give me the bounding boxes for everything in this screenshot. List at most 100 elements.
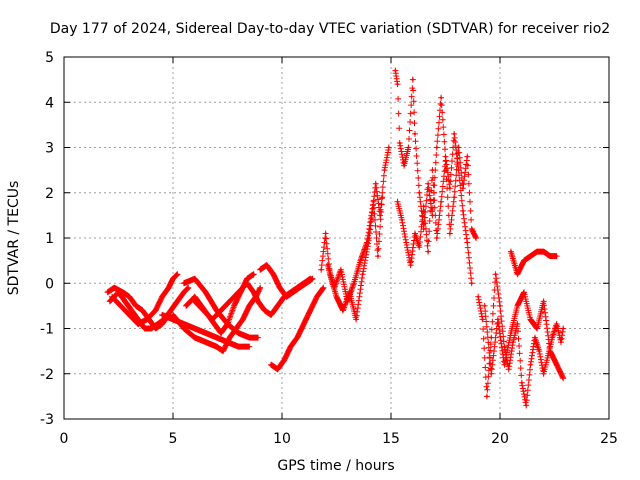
data-point bbox=[326, 263, 329, 267]
data-point bbox=[184, 304, 188, 308]
series-s14 bbox=[394, 144, 479, 269]
x-tick-label: 15 bbox=[382, 431, 400, 447]
data-point bbox=[381, 196, 384, 199]
data-point bbox=[542, 300, 545, 303]
data-point bbox=[160, 295, 164, 299]
data-point bbox=[193, 295, 196, 299]
data-point bbox=[516, 322, 519, 326]
series-markers bbox=[268, 284, 327, 373]
data-point bbox=[269, 363, 273, 366]
chart-title: Day 177 of 2024, Sidereal Day-to-day VTE… bbox=[50, 21, 610, 37]
data-point bbox=[546, 354, 550, 357]
data-point bbox=[256, 336, 260, 339]
data-point bbox=[453, 132, 456, 136]
series-markers bbox=[257, 262, 316, 300]
data-point bbox=[228, 300, 231, 303]
data-point bbox=[145, 318, 149, 321]
data-point bbox=[285, 295, 288, 299]
data-point bbox=[176, 300, 179, 303]
data-point bbox=[490, 372, 493, 375]
data-point bbox=[193, 336, 196, 339]
data-point bbox=[252, 291, 255, 294]
data-point bbox=[529, 363, 532, 366]
data-point bbox=[259, 286, 262, 289]
data-point bbox=[339, 268, 343, 271]
data-point bbox=[503, 363, 506, 366]
data-point bbox=[167, 286, 170, 289]
data-point bbox=[365, 241, 369, 244]
data-point bbox=[237, 331, 240, 335]
series-markers bbox=[507, 248, 560, 278]
data-point bbox=[256, 300, 260, 303]
data-point bbox=[219, 331, 223, 335]
data-point bbox=[538, 349, 541, 353]
data-point bbox=[426, 250, 430, 253]
data-point bbox=[245, 282, 249, 285]
data-point bbox=[474, 236, 478, 240]
data-point bbox=[413, 232, 417, 235]
grid-lines bbox=[64, 57, 609, 419]
y-axis-label: SDTVAR / TECUs bbox=[6, 181, 22, 296]
data-point bbox=[352, 282, 356, 285]
data-point bbox=[448, 232, 452, 235]
data-point bbox=[248, 304, 251, 308]
data-point bbox=[108, 300, 111, 303]
data-point bbox=[494, 273, 497, 276]
data-point bbox=[335, 295, 338, 299]
data-point bbox=[470, 282, 473, 285]
data-point bbox=[400, 218, 404, 222]
data-point bbox=[182, 291, 186, 294]
data-point bbox=[481, 318, 484, 321]
series-markers bbox=[392, 67, 475, 287]
data-point bbox=[302, 322, 305, 326]
y-tick-label: -2 bbox=[40, 367, 54, 383]
data-point bbox=[542, 372, 545, 375]
data-point bbox=[291, 291, 295, 294]
data-point bbox=[123, 300, 127, 303]
data-point bbox=[372, 200, 375, 203]
data-point bbox=[402, 164, 406, 167]
data-point bbox=[396, 200, 399, 203]
y-tick-label: 2 bbox=[45, 186, 54, 202]
data-point bbox=[282, 358, 286, 362]
data-point bbox=[141, 309, 144, 312]
data-point bbox=[215, 336, 218, 339]
data-point bbox=[559, 340, 563, 344]
data-point bbox=[516, 304, 519, 308]
x-axis-ticks: 0 5 10 15 20 25 bbox=[60, 57, 618, 447]
series-s3 bbox=[109, 271, 181, 327]
data-point bbox=[466, 155, 469, 158]
data-point bbox=[211, 318, 214, 321]
data-point bbox=[187, 286, 190, 289]
data-point bbox=[320, 268, 323, 271]
data-point bbox=[136, 322, 140, 326]
data-point bbox=[278, 286, 282, 289]
y-tick-label: 3 bbox=[45, 141, 54, 157]
data-point bbox=[182, 282, 186, 285]
data-point bbox=[483, 304, 486, 308]
data-point bbox=[535, 250, 539, 253]
data-point bbox=[522, 291, 526, 294]
y-tick-label: 0 bbox=[45, 276, 54, 292]
data-point bbox=[237, 291, 240, 294]
data-point bbox=[354, 318, 358, 321]
series-s7 bbox=[191, 275, 314, 323]
data-point bbox=[405, 241, 408, 244]
series-s9 bbox=[268, 284, 327, 373]
data-point bbox=[520, 381, 523, 384]
data-point bbox=[121, 291, 125, 294]
data-point bbox=[509, 331, 513, 335]
data-point bbox=[457, 146, 460, 149]
data-point bbox=[119, 304, 122, 308]
data-point bbox=[444, 159, 447, 163]
data-point bbox=[237, 345, 240, 348]
series-s11 bbox=[318, 144, 392, 323]
data-point bbox=[411, 78, 414, 81]
data-point bbox=[182, 327, 186, 330]
data-point bbox=[439, 96, 443, 99]
data-point bbox=[289, 345, 292, 348]
data-point bbox=[193, 277, 196, 280]
data-point bbox=[204, 291, 207, 294]
x-axis-label: GPS time / hours bbox=[277, 458, 394, 474]
